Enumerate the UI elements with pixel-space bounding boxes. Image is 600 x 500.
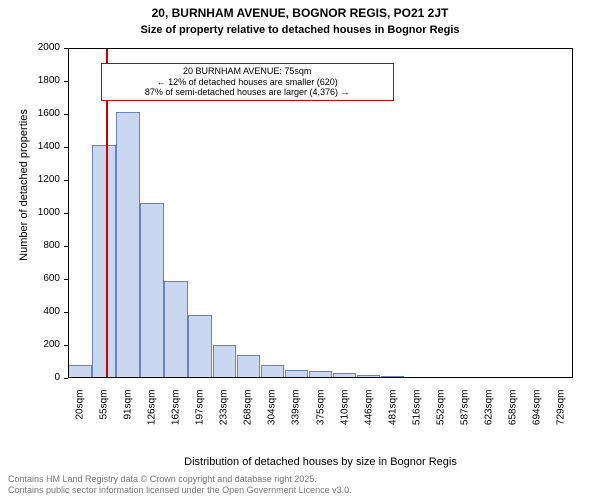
y-tick-label: 2000 [0,42,60,53]
x-tick-label: 55sqm [99,390,110,440]
x-tick-label: 375sqm [315,390,326,440]
x-tick-label: 410sqm [339,390,350,440]
x-tick-label: 162sqm [171,390,182,440]
annotation-line-1: 20 BURNHAM AVENUE: 75sqm [106,66,389,77]
x-tick-label: 20sqm [75,390,86,440]
histogram-bar [237,355,261,378]
y-tick-label: 400 [0,306,60,317]
histogram-bar [140,203,164,378]
x-tick-label: 91sqm [123,390,134,440]
y-tick [64,147,68,148]
histogram-bar [116,112,140,378]
y-tick [64,81,68,82]
y-axis-line [68,48,69,378]
plot-area: 20 BURNHAM AVENUE: 75sqm ← 12% of detach… [68,48,573,378]
x-axis-line [68,377,573,378]
histogram-bar [92,145,116,378]
x-tick-label: 339sqm [291,390,302,440]
y-tick-label: 0 [0,372,60,383]
x-tick-label: 658sqm [507,390,518,440]
histogram-bar [188,315,212,378]
x-tick-label: 694sqm [531,390,542,440]
annotation-line-2: ← 12% of detached houses are smaller (62… [106,77,389,88]
y-tick-label: 1800 [0,75,60,86]
y-tick-label: 800 [0,240,60,251]
x-tick-label: 481sqm [387,390,398,440]
x-tick-label: 197sqm [195,390,206,440]
histogram-bar [164,281,188,378]
y-tick-label: 1600 [0,108,60,119]
y-tick-label: 200 [0,339,60,350]
top-axis-line [68,48,573,49]
right-axis-line [572,48,573,378]
annotation-box: 20 BURNHAM AVENUE: 75sqm ← 12% of detach… [101,63,394,101]
chart-container: 20, BURNHAM AVENUE, BOGNOR REGIS, PO21 2… [0,0,600,500]
y-tick [64,279,68,280]
title-line-1: 20, BURNHAM AVENUE, BOGNOR REGIS, PO21 2… [0,6,600,20]
x-tick-label: 304sqm [267,390,278,440]
x-tick-label: 126sqm [147,390,158,440]
y-tick [64,312,68,313]
y-axis-label: Number of detached properties [18,20,30,350]
y-tick-label: 1000 [0,207,60,218]
y-tick [64,378,68,379]
footer-note: Contains HM Land Registry data © Crown c… [8,474,352,496]
x-tick-label: 623sqm [483,390,494,440]
y-tick [64,114,68,115]
x-tick-label: 268sqm [243,390,254,440]
y-tick [64,345,68,346]
y-tick [64,246,68,247]
x-tick-label: 233sqm [219,390,230,440]
histogram-bar [213,345,237,378]
x-tick-label: 587sqm [459,390,470,440]
y-tick [64,213,68,214]
x-axis-label: Distribution of detached houses by size … [68,456,573,468]
y-tick-label: 600 [0,273,60,284]
x-tick-label: 729sqm [555,390,566,440]
y-tick [64,180,68,181]
annotation-line-3: 87% of semi-detached houses are larger (… [106,87,389,98]
x-tick-label: 446sqm [363,390,374,440]
footer-line-2: Contains public sector information licen… [8,485,352,496]
y-tick-label: 1200 [0,174,60,185]
title-line-2: Size of property relative to detached ho… [0,24,600,36]
footer-line-1: Contains HM Land Registry data © Crown c… [8,474,352,485]
x-tick-label: 552sqm [435,390,446,440]
x-tick-label: 516sqm [411,390,422,440]
y-tick-label: 1400 [0,141,60,152]
y-tick [64,48,68,49]
